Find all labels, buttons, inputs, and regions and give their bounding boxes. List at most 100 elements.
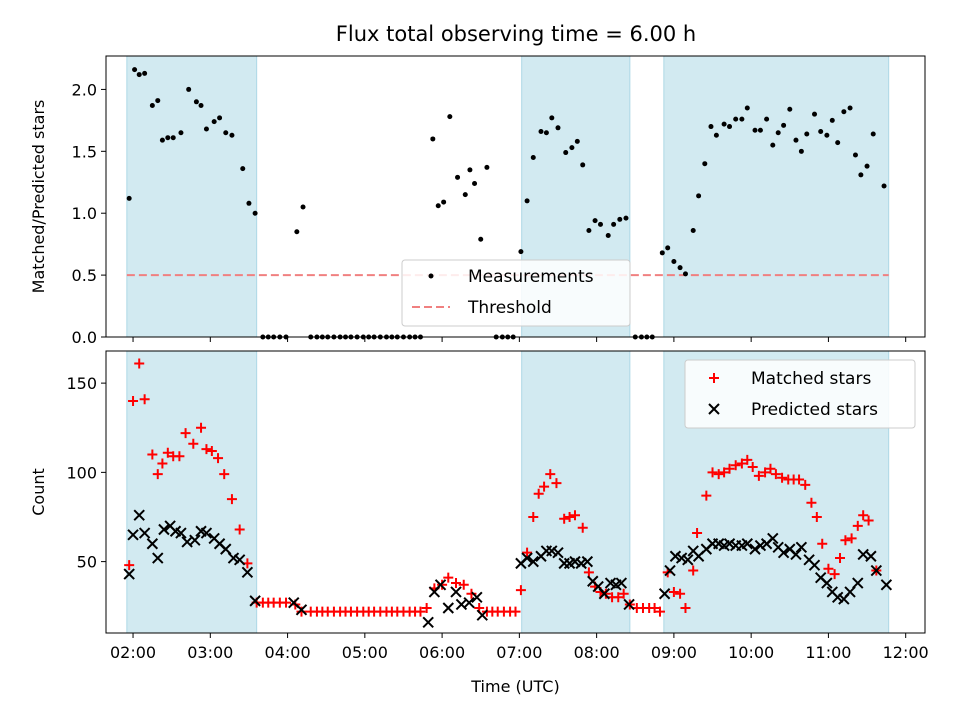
x-tick-label: 05:00 (342, 643, 388, 662)
legend-threshold-label: Threshold (467, 298, 552, 318)
y-tick-label: 50 (77, 553, 97, 572)
y-tick-label: 1.0 (72, 204, 97, 223)
predicted-stars-point (749, 543, 761, 555)
matched-stars-point (770, 469, 781, 480)
matched-stars-point (777, 472, 788, 483)
x-tick-label: 09:00 (651, 643, 697, 662)
matched-stars-point (510, 606, 521, 617)
legend-matched-marker (709, 373, 719, 383)
matched-stars-point (451, 578, 462, 589)
plot-frame (105, 55, 926, 338)
x-tick-label: 10:00 (728, 643, 774, 662)
measurement-point (229, 132, 235, 138)
measurement-point (126, 195, 132, 201)
measurement-point (597, 221, 603, 227)
matched-stars-point (421, 603, 432, 614)
matched-stars-point (515, 585, 526, 596)
matched-stars-point (618, 588, 629, 599)
measurement-point (733, 116, 739, 122)
predicted-stars-point (295, 604, 308, 616)
predicted-stars-point (870, 564, 883, 577)
measurement-point (252, 210, 258, 216)
x-tick-label: 03:00 (187, 643, 233, 662)
matched-stars-point (196, 422, 207, 433)
measurement-point (757, 127, 763, 133)
measurement-point (781, 122, 787, 128)
predicted-stars-point (682, 554, 694, 566)
x-tick-label: 04:00 (265, 643, 311, 662)
x-tick-label: 06:00 (419, 643, 465, 662)
measurement-point (870, 131, 876, 137)
measurement-point (775, 130, 781, 136)
matched-stars-point (443, 572, 454, 583)
measurement-point (472, 181, 478, 187)
predicted-stars-point (127, 529, 139, 541)
measurement-point (671, 258, 677, 264)
predicted-stars-point (241, 566, 254, 579)
shaded-interval (126, 55, 258, 338)
predicted-stars-point (821, 577, 833, 589)
predicted-stars-point (865, 550, 877, 562)
measurement-point (605, 232, 611, 238)
measurement-point (484, 164, 490, 170)
matched-stars-point (522, 547, 533, 558)
predicted-stars-point (527, 555, 539, 568)
measurement-point (246, 200, 252, 206)
measurement-point (203, 126, 209, 132)
measurement-point (690, 228, 696, 234)
measurement-point (659, 250, 665, 256)
matched-stars-point (206, 445, 217, 456)
measurement-point (787, 106, 793, 112)
matched-stars-point (701, 490, 712, 501)
measurement-point (518, 249, 524, 255)
predicted-stars-point (623, 598, 635, 611)
matched-stars-point (201, 444, 212, 455)
ratio-panel: 0.0 0.5 1.0 1.5 2.0 Matched/Predicted stars Me… (29, 55, 926, 347)
matched-stars-point (213, 453, 224, 464)
matched-stars-point (852, 520, 863, 531)
predicted-stars-point (233, 554, 246, 566)
matched-stars-point (835, 553, 846, 564)
shaded-interval (126, 350, 258, 634)
measurement-point (818, 129, 824, 135)
matched-stars-point (226, 494, 237, 505)
measurement-point (708, 124, 714, 130)
measurement-point (155, 98, 161, 104)
predicted-stars-point (741, 538, 753, 550)
matched-stars-point (719, 467, 730, 478)
measurement-point (858, 172, 864, 178)
shaded-interval (521, 350, 631, 634)
measurement-point (462, 192, 468, 198)
matched-stars-point (806, 497, 817, 508)
matched-stars-point (134, 358, 145, 369)
matched-stars-point (794, 474, 805, 485)
predicted-stars-point (189, 534, 201, 546)
measurement-point (165, 135, 171, 141)
legend-matched-label: Matched stars (751, 369, 871, 389)
matched-stars-point (139, 394, 150, 405)
matched-stars-point (458, 579, 469, 590)
x-tick-label: 08:00 (574, 643, 620, 662)
x-axis-label: Time (UTC) (470, 677, 559, 696)
measurement-point (611, 221, 617, 227)
measurement-point (835, 140, 841, 146)
matched-stars-point (692, 528, 703, 539)
measurement-point (617, 216, 623, 222)
y-tick-label: 0.5 (72, 266, 97, 285)
y-tick-label: 100 (66, 463, 97, 482)
legend-predicted-marker (708, 403, 720, 415)
matched-stars-point (668, 586, 679, 597)
matched-stars-point (219, 469, 230, 480)
measurement-point (682, 271, 688, 277)
matched-stars-point (613, 592, 624, 603)
measurement-point (549, 115, 555, 121)
matched-stars-point (234, 524, 245, 535)
measurement-point (752, 127, 758, 133)
measurement-point (178, 130, 184, 136)
y-axis-label: Matched/Predicted stars (29, 100, 48, 294)
legend-measurements-label: Measurements (468, 267, 594, 287)
measurement-point (441, 199, 447, 205)
predicted-stars-point (615, 577, 628, 589)
matched-stars-point (128, 395, 139, 406)
